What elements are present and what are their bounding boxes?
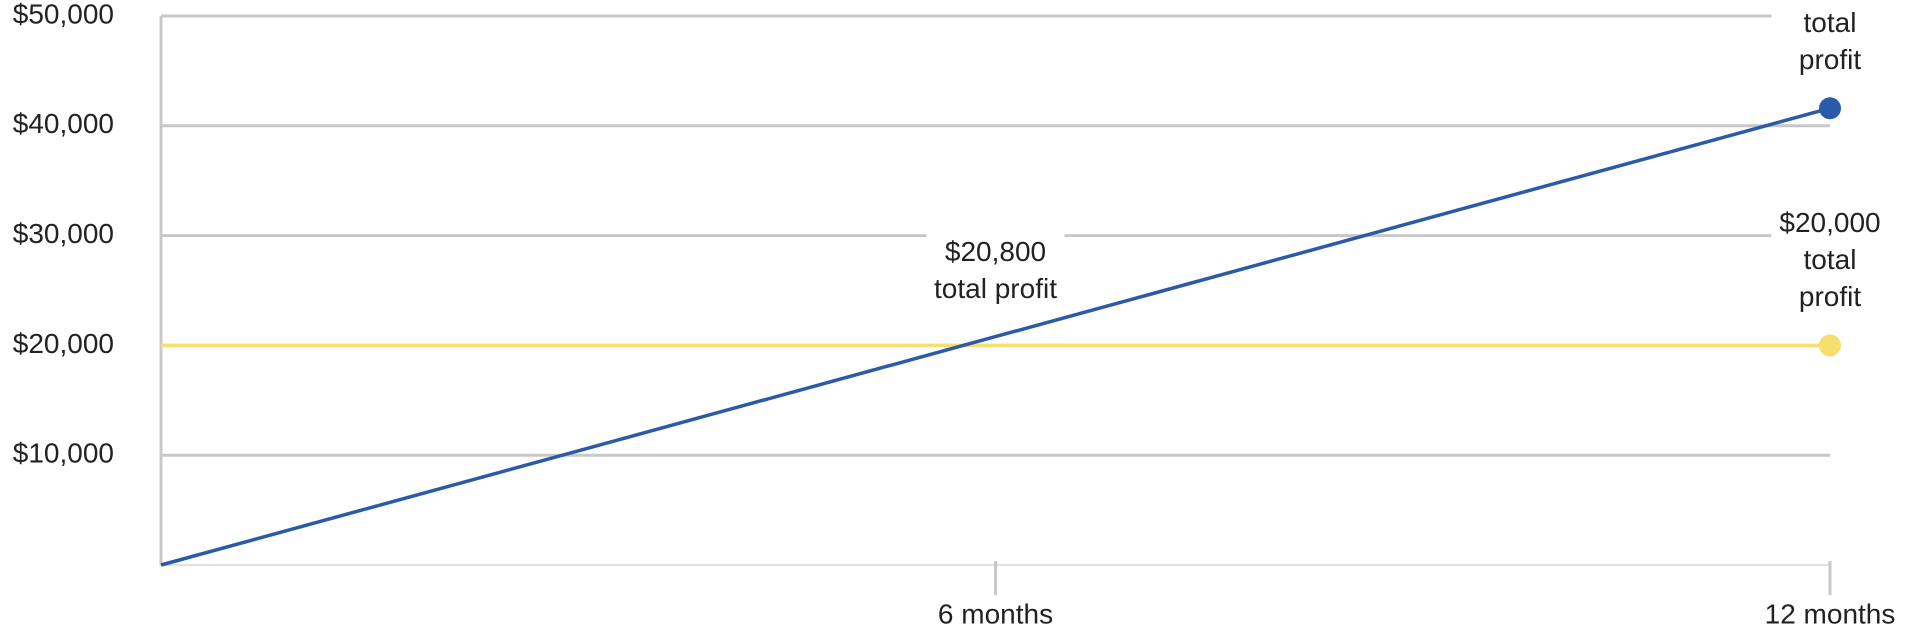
line-series xyxy=(160,106,1831,567)
y-tick-label: $30,000 xyxy=(13,218,114,249)
value-label: $41,600 total profit xyxy=(1771,0,1889,79)
value-label: $20,000 total profit xyxy=(1771,204,1889,316)
y-tick-label: $50,000 xyxy=(13,0,114,29)
y-tick-label: $10,000 xyxy=(13,438,114,469)
x-tick-label: 12 months xyxy=(1765,598,1896,629)
point-marker xyxy=(1819,334,1841,357)
y-tick-label: $40,000 xyxy=(13,108,114,139)
y-tick-label: $20,000 xyxy=(13,328,114,359)
point-marker xyxy=(1819,97,1841,120)
value-label: $20,800 total profit xyxy=(926,232,1065,307)
x-tick-label: 6 months xyxy=(938,598,1053,629)
